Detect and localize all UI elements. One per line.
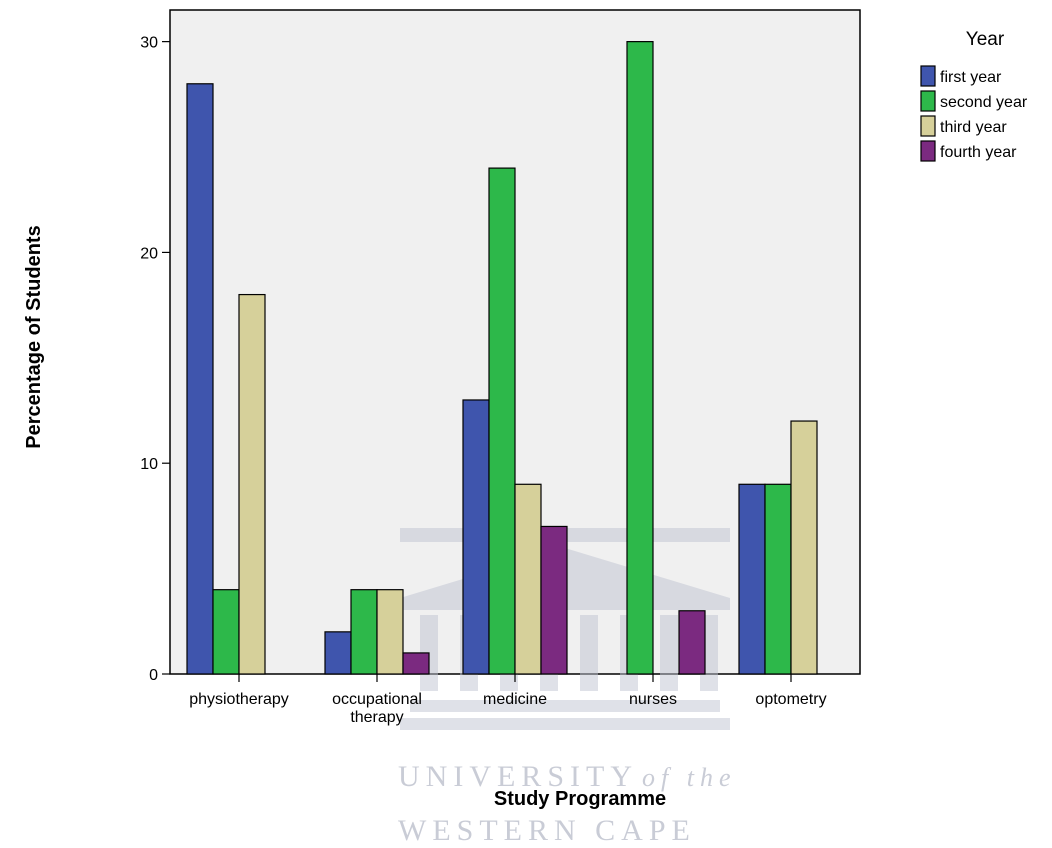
bar (402, 652, 430, 675)
x-tick-label: nurses (629, 691, 677, 708)
bar (540, 525, 568, 675)
legend-swatch (920, 65, 936, 87)
x-axis-title: Study Programme (494, 788, 666, 810)
legend-swatch (920, 90, 936, 112)
legend-label: third year (940, 119, 1007, 136)
y-tick-label: 30 (140, 35, 158, 52)
legend-label: second year (940, 94, 1028, 111)
legend-label: first year (940, 69, 1002, 86)
bar (324, 631, 352, 675)
y-axis-title: Percentage of Students (23, 225, 45, 448)
legend-swatch (920, 115, 936, 137)
bar (238, 293, 266, 675)
bar (376, 589, 404, 675)
legend: Year first year second year third year four… (920, 29, 1028, 162)
bar (764, 483, 792, 675)
watermark-line-1: UNIVERSITY of the (398, 760, 737, 793)
bar (514, 483, 542, 675)
bar (350, 589, 378, 675)
bar (488, 167, 516, 675)
x-tick-label: medicine (483, 691, 547, 708)
x-tick-label: occupational therapy (332, 691, 422, 726)
x-tick-label: physiotherapy (189, 691, 289, 708)
y-tick-label: 10 (140, 456, 158, 473)
legend-swatch (920, 140, 936, 162)
y-tick-label: 0 (149, 667, 158, 684)
bar (212, 589, 240, 675)
x-tick-label: optometry (755, 691, 826, 708)
y-tick-label: 20 (140, 245, 158, 262)
bar (186, 83, 214, 675)
bar (462, 399, 490, 675)
watermark-line-2: WESTERN CAPE (398, 814, 696, 847)
bar (626, 41, 654, 675)
legend-title: Year (966, 29, 1005, 50)
watermark-text: UNIVERSITY of the WESTERN CAPE (398, 760, 737, 847)
bar (678, 610, 706, 675)
bar (738, 483, 766, 675)
legend-label: fourth year (940, 144, 1017, 161)
bar (790, 420, 818, 675)
